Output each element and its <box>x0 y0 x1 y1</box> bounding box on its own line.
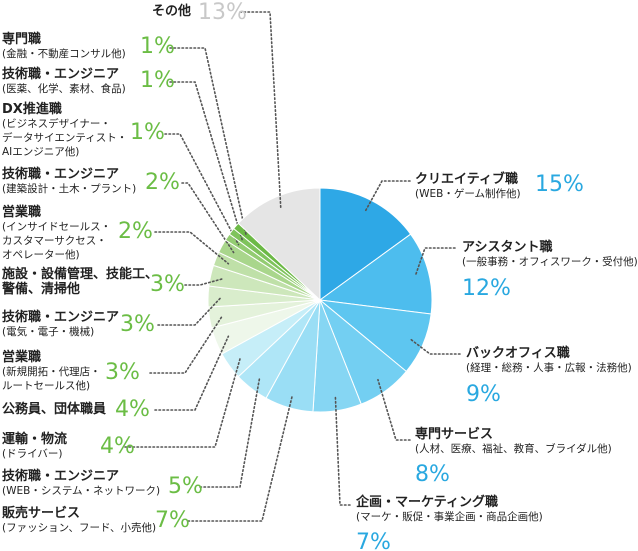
slice-label: その他 <box>152 4 191 19</box>
leader-line <box>239 11 282 211</box>
value-label: 4% <box>100 434 135 459</box>
value-label: 12% <box>462 276 511 301</box>
category-detail: (金融・不動産コンサル他) <box>2 48 126 60</box>
leader-line <box>169 47 247 236</box>
leader-line <box>157 296 223 326</box>
pie-slice <box>318 233 433 315</box>
pie-slice <box>319 187 412 301</box>
category-name: 専門サービス <box>415 427 494 442</box>
value-label: 1% <box>140 34 175 59</box>
value-label: 13% <box>198 0 247 25</box>
category-name: 施設・設備管理、技能工、 警備、清掃他 <box>2 267 159 297</box>
value-label: 2% <box>145 170 180 195</box>
category-name: 技術職・エンジニア <box>2 310 120 325</box>
leader-line <box>199 377 261 488</box>
value-label: 1% <box>140 68 175 93</box>
leader-line <box>334 396 351 506</box>
leader-line <box>363 180 411 213</box>
slice-label: 技術職・エンジニア (建築設計・土木・プラント) <box>2 167 136 196</box>
slice-label: DX推進職 (ビジネスデザイナー・ データサイエンティスト・ AIエンジニア他) <box>2 102 127 159</box>
leader-line <box>149 314 224 374</box>
category-detail: (医薬、化学、素材、食品) <box>2 83 126 95</box>
slice-label: 技術職・エンジニア (電気・電子・機械) <box>2 310 119 339</box>
leader-line <box>184 277 225 286</box>
category-name: その他 <box>152 4 192 19</box>
slice-label: 専門サービス (人材、医療、福祉、教育、ブライダル他) <box>415 427 612 456</box>
category-detail: (経理・総務・人事・広報・法務他) <box>466 362 632 374</box>
category-detail: (WEB・ゲーム制作他) <box>415 188 521 200</box>
category-detail: (ドライバー) <box>2 448 63 460</box>
leader-line <box>164 133 240 246</box>
value-label: 9% <box>466 382 501 407</box>
slice-label: 運輸・物流 (ドライバー) <box>2 432 67 461</box>
category-name: 営業職 <box>2 350 42 365</box>
value-label: 2% <box>118 219 153 244</box>
value-label: 7% <box>155 508 190 533</box>
category-detail: (ファッション、フード、小売他) <box>2 522 157 534</box>
category-detail: (一般事務・オフィスワーク・受付他) <box>462 256 638 268</box>
value-label: 5% <box>168 474 203 499</box>
category-name: 専門職 <box>2 32 42 47</box>
leader-line <box>377 378 411 441</box>
value-label: 15% <box>535 172 584 197</box>
slice-label: 販売サービス (ファッション、フード、小売他) <box>2 506 156 535</box>
value-label: 3% <box>120 312 155 337</box>
category-detail: (マーケ・販促・事業企画・商品企画他) <box>356 511 543 523</box>
category-name: クリエイティブ職 <box>415 172 518 187</box>
category-detail: (建築設計・土木・プラント) <box>2 183 137 195</box>
category-name: 運輸・物流 <box>2 432 68 447</box>
value-label: 4% <box>115 397 150 422</box>
slice-label: 公務員、団体職員 <box>2 402 106 417</box>
category-detail: (WEB・システム・ネットワーク) <box>2 485 161 497</box>
slice-label: バックオフィス職 (経理・総務・人事・広報・法務他) <box>466 346 632 375</box>
slice-label: 専門職 (金融・不動産コンサル他) <box>2 32 126 61</box>
value-label: 8% <box>415 462 450 487</box>
category-name: 販売サービス <box>2 506 81 521</box>
category-detail: (ビジネスデザイナー・ データサイエンティスト・ AIエンジニア他) <box>2 118 128 158</box>
category-name: 技術職・エンジニア <box>2 167 120 182</box>
pie-slice <box>237 187 321 302</box>
leader-line <box>154 231 230 265</box>
category-name: 企画・マーケティング職 <box>356 495 498 510</box>
leader-line <box>154 335 230 411</box>
category-name: 技術職・エンジニア <box>2 67 120 82</box>
category-name: DX推進職 <box>2 102 62 117</box>
value-label: 1% <box>130 120 165 145</box>
category-detail: (新規開拓・代理店・ ルートセールス他) <box>2 366 101 392</box>
slice-label: アシスタント職 (一般事務・オフィスワーク・受付他) <box>462 240 638 269</box>
value-label: 3% <box>150 272 185 297</box>
value-label: 3% <box>105 360 140 385</box>
category-name: 技術職・エンジニア <box>2 469 120 484</box>
slice-label: 技術職・エンジニア (WEB・システム・ネットワーク) <box>2 469 160 498</box>
slice-label: 営業職 (新規開拓・代理店・ ルートセールス他) <box>2 350 101 393</box>
category-detail: (インサイドセールス・ カスタマーサクセス・ オペレーター他) <box>2 221 112 261</box>
leader-line <box>124 357 242 448</box>
category-name: バックオフィス職 <box>466 346 570 361</box>
category-name: 営業職 <box>2 205 42 220</box>
leader-line <box>414 247 456 277</box>
slice-label: クリエイティブ職 (WEB・ゲーム制作他) <box>415 172 521 201</box>
category-detail: (電気・電子・機械) <box>2 326 95 338</box>
leader-line <box>181 182 235 254</box>
slice-label: 企画・マーケティング職 (マーケ・販促・事業企画・商品企画他) <box>356 495 543 524</box>
slice-label: 施設・設備管理、技能工、 警備、清掃他 <box>2 267 158 297</box>
category-name: アシスタント職 <box>462 240 553 255</box>
category-name: 公務員、団体職員 <box>2 402 107 417</box>
leader-line <box>169 81 243 241</box>
category-detail: (人材、医療、福祉、教育、ブライダル他) <box>415 443 612 455</box>
slice-label: 営業職 (インサイドセールス・ カスタマーサクセス・ オペレーター他) <box>2 205 111 262</box>
value-label: 7% <box>356 530 391 551</box>
slice-label: 技術職・エンジニア (医薬、化学、素材、食品) <box>2 67 126 96</box>
leader-line <box>187 393 294 522</box>
leader-line <box>409 338 461 355</box>
